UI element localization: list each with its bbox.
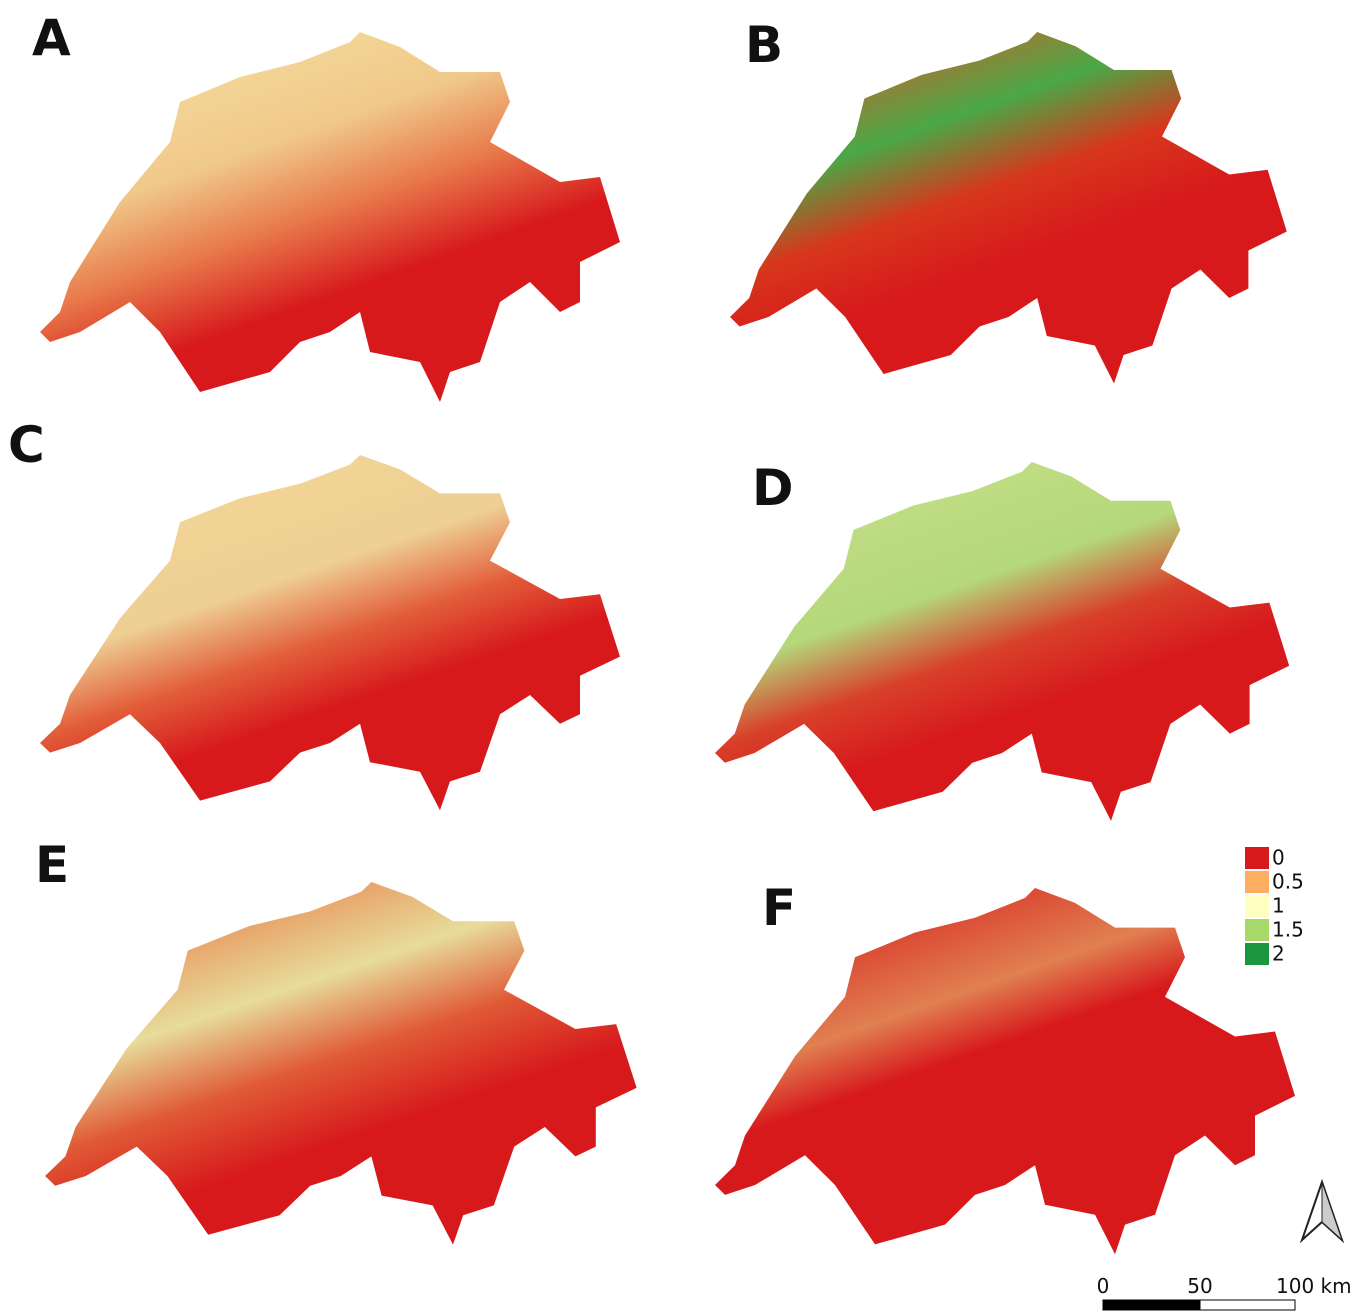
panel-label: C [8,416,45,474]
scale-label: 50 [1187,1274,1212,1298]
legend-swatch [1245,871,1269,893]
legend-label: 0 [1272,846,1285,870]
map-d [715,462,1289,821]
page: {"panels": [ {"label": "A"}, {"label": "… [0,0,1360,1312]
north-arrow [1302,1182,1342,1240]
legend: 00.511.52 [1245,846,1304,966]
panel-label: B [745,16,783,74]
map-c [40,455,620,810]
scale-label: 100 km [1276,1274,1352,1298]
scale-bar [1103,1300,1295,1310]
legend-swatch [1245,847,1269,869]
legend-label: 1 [1272,894,1285,918]
panel-label: F [762,879,796,937]
map-b [730,32,1287,384]
legend-swatch [1245,943,1269,965]
panel-label: E [35,836,69,894]
map-e [45,882,637,1245]
map-f [715,888,1295,1254]
map-a [40,32,620,402]
scale-label: 0 [1097,1274,1110,1298]
legend-swatch [1245,919,1269,941]
legend-label: 1.5 [1272,918,1304,942]
legend-label: 0.5 [1272,870,1304,894]
legend-swatch [1245,895,1269,917]
legend-label: 2 [1272,942,1285,966]
figure: A B C D E F 00.511.52 0 50 100 km [0,0,1360,1312]
panel-label: D [752,459,794,517]
panel-label: A [32,9,71,67]
